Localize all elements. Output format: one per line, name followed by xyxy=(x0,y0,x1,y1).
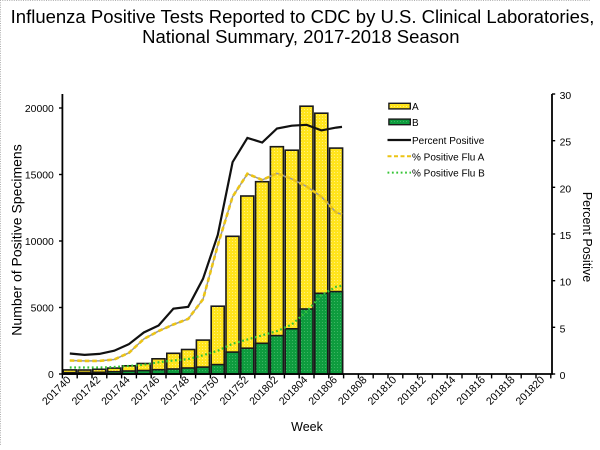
svg-text:15000: 15000 xyxy=(25,170,54,181)
svg-text:0: 0 xyxy=(48,370,54,381)
svg-text:10: 10 xyxy=(560,278,572,289)
svg-text:Percent Positive: Percent Positive xyxy=(580,192,594,282)
svg-text:5: 5 xyxy=(560,324,566,335)
svg-text:201810: 201810 xyxy=(366,374,400,408)
svg-text:201818: 201818 xyxy=(484,374,518,408)
svg-text:15: 15 xyxy=(560,231,572,242)
svg-text:Influenza Positive Tests Repor: Influenza Positive Tests Reported to CDC… xyxy=(11,6,595,27)
svg-text:B: B xyxy=(412,118,419,129)
svg-text:20000: 20000 xyxy=(25,104,54,115)
svg-text:% Positive Flu A: % Positive Flu A xyxy=(412,152,485,163)
svg-text:25: 25 xyxy=(560,138,572,149)
svg-text:201744: 201744 xyxy=(99,374,133,408)
svg-text:10000: 10000 xyxy=(25,237,54,248)
svg-text:201750: 201750 xyxy=(188,374,222,408)
svg-text:20: 20 xyxy=(560,184,572,195)
svg-text:201746: 201746 xyxy=(129,374,163,408)
svg-text:201752: 201752 xyxy=(218,374,252,408)
svg-text:30: 30 xyxy=(560,91,572,102)
svg-text:201820: 201820 xyxy=(514,374,548,408)
svg-text:201814: 201814 xyxy=(425,374,459,408)
svg-text:Number of Positive Specimens: Number of Positive Specimens xyxy=(9,144,25,335)
svg-text:201808: 201808 xyxy=(336,374,370,408)
svg-text:A: A xyxy=(412,102,419,113)
svg-text:201806: 201806 xyxy=(306,374,340,408)
svg-text:National Summary, 2017-2018 Se: National Summary, 2017-2018 Season xyxy=(142,26,459,47)
svg-text:201742: 201742 xyxy=(70,374,104,408)
svg-text:201812: 201812 xyxy=(395,374,429,408)
svg-text:5000: 5000 xyxy=(31,303,54,314)
svg-text:201816: 201816 xyxy=(454,374,488,408)
svg-text:201748: 201748 xyxy=(158,374,192,408)
svg-text:201740: 201740 xyxy=(40,374,74,408)
svg-text:201804: 201804 xyxy=(277,374,311,408)
svg-text:0: 0 xyxy=(560,371,566,382)
svg-text:201802: 201802 xyxy=(247,374,281,408)
svg-text:Week: Week xyxy=(291,420,323,434)
svg-text:Percent Positive: Percent Positive xyxy=(412,136,485,147)
svg-text:% Positive Flu B: % Positive Flu B xyxy=(412,169,485,180)
